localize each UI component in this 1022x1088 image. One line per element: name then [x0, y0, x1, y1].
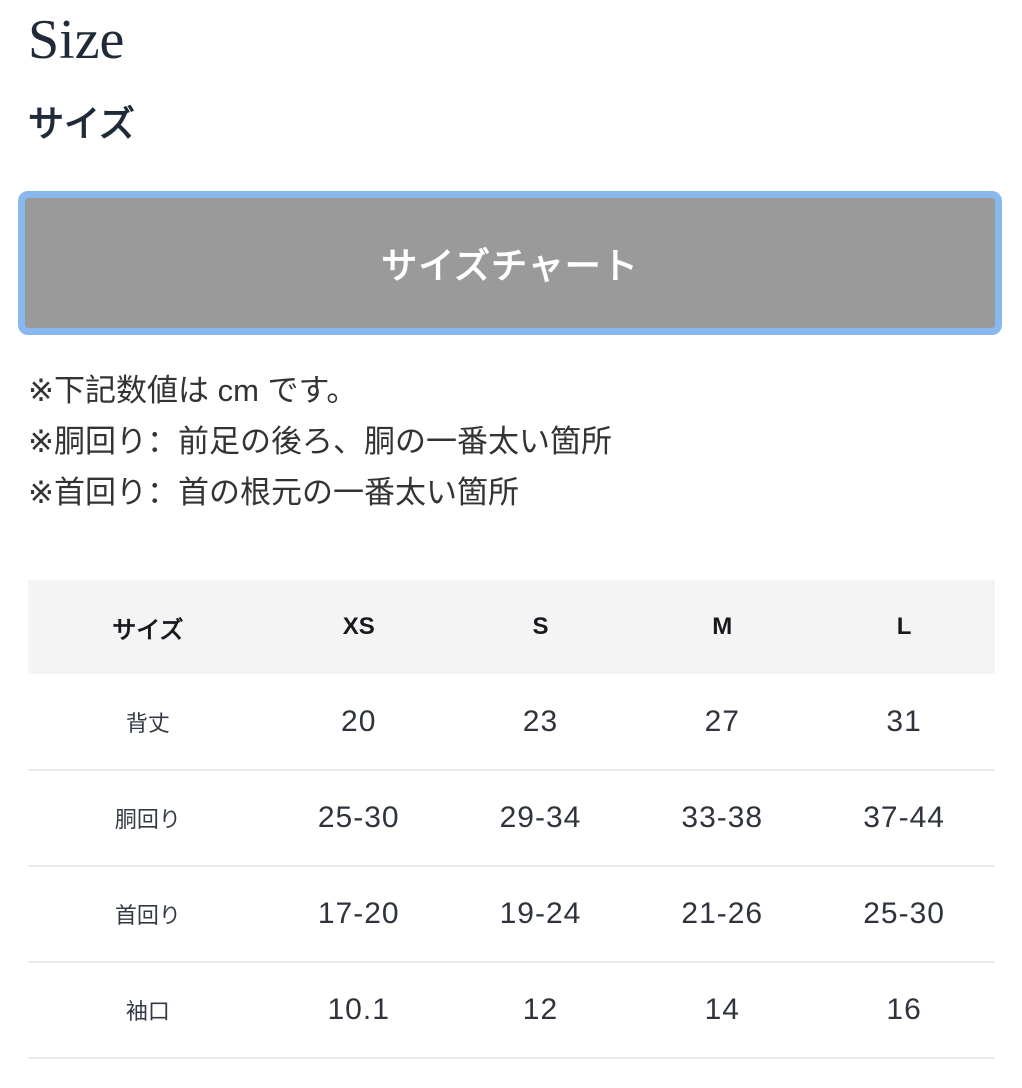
cell-back-length-l: 31 — [886, 704, 922, 738]
size-table-header-row: サイズ XS S M L — [28, 580, 995, 674]
note-line-neck: ※首回り：首の根元の一番太い箇所 — [28, 475, 519, 510]
size-notes: ※下記数値は cm です。 ※胴回り：前足の後ろ、胴の一番太い箇所 ※首回り：首… — [28, 365, 995, 518]
col-header-m: M — [712, 613, 733, 640]
cell-back-length-s: 23 — [522, 704, 559, 738]
section-title-en: Size — [28, 9, 125, 71]
cell-back-length-xs: 20 — [341, 704, 377, 738]
col-header-s: S — [532, 613, 549, 640]
size-chart-button[interactable]: サイズチャート — [18, 191, 1002, 335]
cell-cuff-s: 12 — [522, 993, 559, 1026]
row-label-back-length: 背丈 — [125, 710, 170, 736]
cell-neck-m: 21-26 — [681, 897, 764, 930]
cell-cuff-xs: 10.1 — [327, 993, 390, 1026]
size-table: サイズ XS S M L 背丈 20 23 27 31 胴回り 25-30 29… — [28, 580, 995, 1059]
row-label-neck: 首回り — [114, 903, 181, 928]
cell-cuff-l: 16 — [886, 993, 922, 1026]
note-line-unit: ※下記数値は cm です。 — [28, 373, 358, 408]
section-title-ja: サイズ — [28, 103, 135, 144]
cell-neck-s: 19-24 — [499, 897, 582, 930]
table-row-neck: 首回り 17-20 19-24 21-26 25-30 — [28, 866, 995, 962]
cell-girth-m: 33-38 — [681, 801, 764, 834]
row-label-cuff: 袖口 — [125, 999, 170, 1024]
cell-neck-xs: 17-20 — [317, 897, 400, 930]
cell-girth-s: 29-34 — [499, 801, 582, 834]
col-header-xs: XS — [342, 613, 375, 640]
col-header-l: L — [896, 613, 912, 640]
col-header-size: サイズ — [112, 616, 184, 644]
note-line-girth: ※胴回り：前足の後ろ、胴の一番太い箇所 — [28, 424, 612, 459]
table-row-cuff: 袖口 10.1 12 14 16 — [28, 962, 995, 1058]
cell-neck-l: 25-30 — [863, 897, 945, 930]
table-row-back-length: 背丈 20 23 27 31 — [28, 674, 995, 770]
cell-girth-xs: 25-30 — [317, 801, 400, 834]
cell-cuff-m: 14 — [704, 993, 740, 1026]
cell-back-length-m: 27 — [704, 704, 740, 738]
row-label-girth: 胴回り — [114, 807, 181, 832]
cell-girth-l: 37-44 — [863, 801, 945, 834]
table-row-girth: 胴回り 25-30 29-34 33-38 37-44 — [28, 770, 995, 866]
